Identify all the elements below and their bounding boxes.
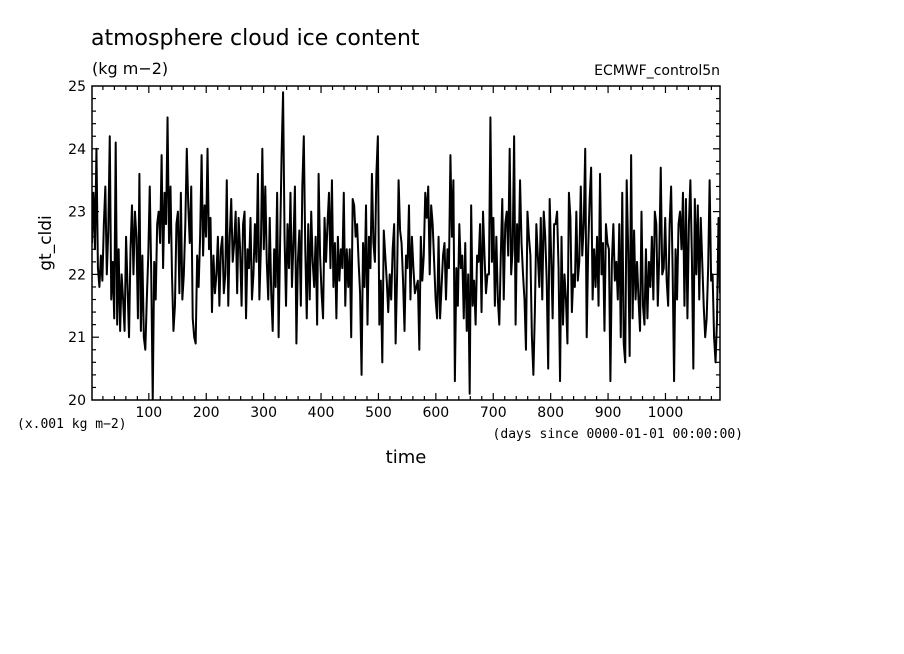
tick-layer	[92, 86, 720, 400]
x-axis-label: time	[386, 447, 427, 468]
y-tick-label: 22	[68, 267, 86, 283]
x-tick-label: 200	[193, 405, 220, 421]
tick-label-layer: 100 200 300 400 500 600 700 800 900 1000 20 21 22 23 2…	[68, 79, 683, 421]
plot-frame	[91, 85, 721, 401]
x-tick-label: 700	[480, 405, 507, 421]
y-tick-label: 24	[68, 142, 86, 158]
y-tick-label: 21	[68, 330, 86, 346]
y-tick-label: 23	[68, 205, 86, 221]
x-axis-note: (days since 0000-01-01 00:00:00)	[493, 427, 743, 442]
units-label: (kg m−2)	[92, 59, 168, 78]
x-tick-label: 400	[308, 405, 335, 421]
x-tick-label: 600	[422, 405, 449, 421]
x-tick-label: 1000	[648, 405, 684, 421]
series-line-0	[92, 91, 720, 400]
y-tick-label: 20	[68, 393, 86, 409]
x-tick-label: 100	[135, 405, 162, 421]
chart-title: atmosphere cloud ice content	[91, 26, 420, 51]
y-tick-label: 25	[68, 79, 86, 95]
x-tick-label: 800	[537, 405, 564, 421]
series-layer	[92, 91, 720, 400]
run-label: ECMWF_control5n	[594, 63, 720, 79]
y-scale-note: (x.001 kg m−2)	[17, 417, 127, 432]
x-tick-label: 300	[250, 405, 277, 421]
y-axis-label: gt_cldi	[36, 215, 56, 271]
x-tick-label: 500	[365, 405, 392, 421]
x-tick-label: 900	[595, 405, 622, 421]
